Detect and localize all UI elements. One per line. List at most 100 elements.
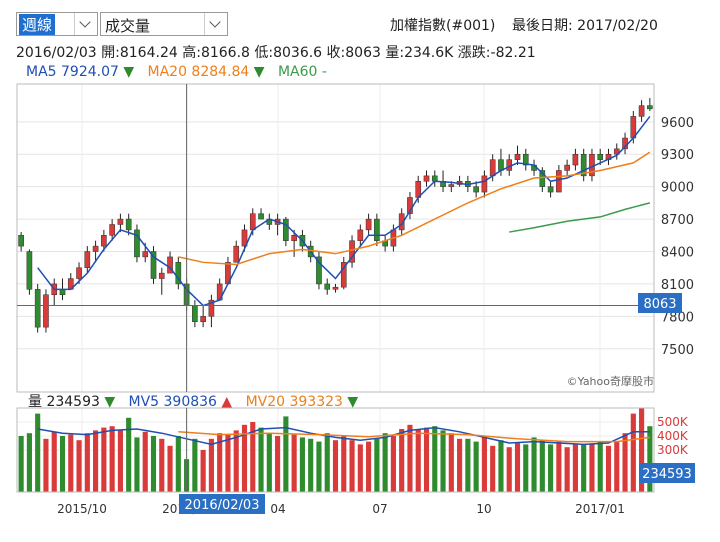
volume-bar <box>117 430 123 492</box>
candle-body <box>249 213 256 231</box>
volume-bar <box>647 426 653 492</box>
candle-body <box>374 218 380 241</box>
volume-bar <box>35 413 41 492</box>
period-select-value: 週線 <box>19 14 56 35</box>
mv5-line <box>37 426 650 446</box>
volume-bar <box>490 445 496 492</box>
x-tick-label: 07 <box>372 502 387 516</box>
volume-bar <box>382 433 388 492</box>
candle-body <box>580 153 587 177</box>
candle-body <box>59 289 66 295</box>
volume-bar <box>597 441 603 492</box>
candle-body <box>431 175 438 182</box>
volume-bar <box>531 437 537 492</box>
candle-body <box>332 286 339 290</box>
volume-ma-lines <box>37 426 650 446</box>
volume-bar <box>84 433 90 492</box>
indicator-select[interactable]: 成交量 <box>100 12 228 36</box>
ma5-line <box>37 115 651 307</box>
volume-bar <box>572 444 578 492</box>
volume-bar <box>217 433 223 492</box>
candle-body <box>564 164 570 171</box>
ma60-line <box>509 202 651 233</box>
candle-body <box>76 267 82 279</box>
volume-bar <box>59 436 66 492</box>
ma60-legend: MA60 - <box>277 64 327 80</box>
candle-body <box>398 213 405 231</box>
candle-body <box>638 105 645 117</box>
candle-body <box>481 175 488 193</box>
crosshair <box>17 84 654 492</box>
cursor-date-label: 2016/02/03 <box>185 498 260 513</box>
volume-bar <box>390 436 396 492</box>
volume-bar <box>192 438 198 492</box>
price-badge: 8063 <box>638 293 682 313</box>
down-arrow-icon: ▼ <box>253 64 265 80</box>
price-tick-label: 8400 <box>661 246 694 261</box>
price-tick-label: 8700 <box>661 213 694 228</box>
volume-bar <box>349 440 355 492</box>
volume-bar <box>589 444 595 492</box>
chevron-down-icon[interactable] <box>204 13 227 35</box>
volume-bar <box>258 427 264 492</box>
candle-body <box>134 229 140 258</box>
watermark: ©Yahoo奇摩股市 <box>567 374 654 388</box>
volume-bar <box>564 447 570 492</box>
x-tick-label: 04 <box>270 502 285 516</box>
volume-panel-frame <box>16 407 655 493</box>
ma-lines <box>37 115 651 307</box>
volume-bar <box>366 441 372 492</box>
indicator-select-value: 成交量 <box>105 17 151 35</box>
volume-bar <box>399 429 405 492</box>
volume-bar <box>159 438 165 492</box>
volume-bar <box>465 438 471 492</box>
volume-legend: 量 234593 ▼ MV5 390836 ▲ MV20 393323 ▼ <box>28 391 358 411</box>
ma5-legend: MA5 7924.07 <box>26 64 119 80</box>
volume-bar <box>357 444 363 492</box>
ma20-line <box>178 151 651 266</box>
candle-body <box>18 235 24 247</box>
volume-tick-label: 400K <box>657 429 689 443</box>
price-tick-label: 8100 <box>661 278 694 293</box>
axes: 7500 7800 8100 8400 8700 9000 9300 9600 300K400K… <box>16 83 694 516</box>
volume-bar <box>109 426 115 492</box>
candle-body <box>349 240 355 263</box>
ma-legend: MA5 7924.07 ▼ MA20 8284.84 ▼ MA60 - <box>26 64 327 80</box>
volume-bar <box>208 438 214 492</box>
volume-bar <box>605 445 612 492</box>
volume-bar <box>548 444 554 492</box>
last-date: 最後日期: 2017/02/20 <box>512 18 658 34</box>
candle-body <box>522 153 529 166</box>
volume-bar <box>415 429 421 492</box>
ohlc-info-row: 2016/02/03 開:8164.24 高:8166.8 低:8036.6 收… <box>16 42 536 62</box>
candle-body <box>316 256 322 285</box>
volume-bar <box>341 436 347 492</box>
candle-body <box>556 170 562 193</box>
volume-bar <box>523 444 529 492</box>
mv20-line <box>178 431 650 443</box>
price-tick-label: 7500 <box>661 343 694 358</box>
volume-bar <box>26 433 32 492</box>
volume-bar <box>250 422 256 492</box>
price-badge-label: 8063 <box>643 297 676 312</box>
candle-body <box>200 316 206 323</box>
volume-bar <box>51 431 57 492</box>
volume-bar <box>150 436 157 492</box>
volume-bar <box>76 440 82 492</box>
chevron-down-icon[interactable] <box>74 13 97 35</box>
volume-badge-label: 234593 <box>642 467 692 482</box>
volume-bar <box>233 430 239 492</box>
volume-bar <box>275 436 281 492</box>
candle-body <box>291 235 297 241</box>
candle-body <box>150 251 157 279</box>
candle-body <box>357 229 364 241</box>
candle-body <box>448 184 455 187</box>
period-select[interactable]: 週線 <box>16 12 98 36</box>
volume-bar <box>43 438 49 492</box>
volume-bar <box>457 438 463 492</box>
candle-body <box>34 289 41 328</box>
candle-body <box>423 175 430 182</box>
volume-bar <box>539 440 545 492</box>
volume-bar <box>473 441 479 492</box>
